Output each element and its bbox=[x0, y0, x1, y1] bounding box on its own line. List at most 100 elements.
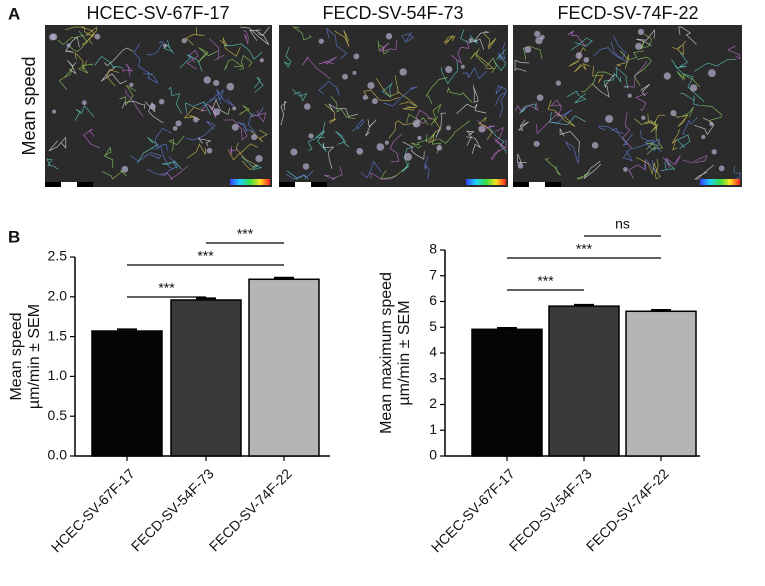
error-bar bbox=[274, 276, 294, 280]
cell bbox=[172, 125, 178, 131]
cell bbox=[711, 149, 717, 155]
cell-track bbox=[644, 139, 657, 152]
cell-track bbox=[323, 142, 335, 169]
cell-track bbox=[473, 31, 490, 50]
cell bbox=[701, 134, 706, 140]
cell-track bbox=[224, 59, 244, 71]
significance-label: ns bbox=[615, 216, 630, 232]
cell-track bbox=[427, 117, 442, 144]
y-tick-label: 2.0 bbox=[48, 288, 68, 304]
cell-track bbox=[576, 172, 590, 180]
cell-track bbox=[475, 50, 497, 73]
cell-track bbox=[580, 71, 614, 92]
cell bbox=[641, 115, 646, 121]
cell-track bbox=[682, 116, 698, 136]
cell bbox=[129, 82, 134, 87]
cell-track bbox=[200, 103, 217, 119]
cell-track bbox=[103, 146, 114, 169]
cell bbox=[384, 140, 389, 145]
cell bbox=[352, 70, 357, 75]
cell-track bbox=[567, 90, 587, 104]
cell bbox=[709, 121, 714, 127]
cell-track bbox=[615, 66, 629, 89]
cell bbox=[318, 38, 324, 44]
cell-track bbox=[249, 26, 270, 41]
cell bbox=[231, 123, 239, 131]
cell bbox=[251, 133, 258, 141]
x-tick-label: FECD-SV-74F-22 bbox=[206, 465, 295, 554]
scale-bar bbox=[295, 182, 311, 187]
cell-track bbox=[216, 89, 234, 107]
significance-label: *** bbox=[197, 248, 214, 264]
cell bbox=[94, 33, 101, 40]
cell-track bbox=[330, 95, 356, 120]
cell-track bbox=[456, 103, 487, 114]
cell-track bbox=[495, 84, 507, 95]
cell-track bbox=[676, 71, 701, 88]
cell bbox=[226, 82, 235, 91]
cell-track bbox=[285, 170, 314, 180]
bar bbox=[471, 328, 543, 457]
cell bbox=[478, 125, 486, 133]
cell-track bbox=[94, 55, 123, 69]
cell bbox=[367, 81, 375, 90]
cell-track bbox=[48, 136, 67, 152]
cell-track bbox=[517, 119, 529, 131]
cell-track bbox=[515, 102, 539, 112]
cell-track bbox=[497, 42, 506, 61]
cell bbox=[193, 116, 199, 123]
cell-track bbox=[573, 63, 591, 73]
cell-track bbox=[377, 40, 390, 55]
cell-track bbox=[151, 146, 175, 170]
error-bar bbox=[574, 303, 594, 307]
cell-track bbox=[334, 29, 350, 47]
cell-track bbox=[460, 29, 478, 44]
cell-track bbox=[610, 127, 633, 146]
cell bbox=[623, 167, 628, 172]
cell-track bbox=[693, 117, 715, 136]
cell-track bbox=[292, 89, 308, 102]
cell-track bbox=[163, 39, 175, 54]
cell bbox=[605, 114, 614, 123]
cell-track bbox=[430, 103, 442, 126]
cell-track bbox=[183, 106, 205, 121]
cell-track bbox=[185, 120, 216, 141]
y-axis-label: Mean speed bbox=[8, 312, 25, 400]
cell-track bbox=[186, 143, 206, 159]
scale-bar bbox=[61, 182, 77, 187]
cell-track bbox=[410, 139, 428, 149]
cell-track bbox=[678, 26, 697, 45]
cell-track bbox=[415, 109, 432, 124]
error-bar bbox=[651, 308, 671, 312]
cell-track bbox=[662, 155, 681, 168]
cell bbox=[149, 103, 156, 110]
panel-label: A bbox=[8, 4, 20, 23]
cell-track bbox=[483, 33, 497, 50]
cell bbox=[353, 53, 360, 60]
cell-track bbox=[224, 43, 263, 60]
y-tick-label: 1 bbox=[429, 421, 437, 437]
color-scale bbox=[700, 179, 740, 185]
cell-track bbox=[235, 142, 257, 171]
cell bbox=[417, 135, 422, 141]
cell bbox=[66, 43, 71, 48]
cell bbox=[524, 46, 532, 53]
significance-label: *** bbox=[158, 280, 175, 296]
cell bbox=[181, 37, 187, 44]
cell bbox=[81, 100, 87, 106]
cell-track bbox=[424, 156, 430, 179]
scale-bar bbox=[529, 182, 545, 187]
cell-track bbox=[100, 67, 128, 85]
y-tick-label: 0 bbox=[429, 447, 437, 463]
cell-track bbox=[694, 59, 737, 72]
y-tick-label: 8 bbox=[429, 241, 437, 257]
cell-track bbox=[249, 110, 267, 123]
cell-track bbox=[78, 63, 94, 74]
column-title: FECD-SV-74F-22 bbox=[557, 3, 698, 23]
cell-track bbox=[401, 31, 415, 44]
cell-track bbox=[514, 59, 530, 72]
cell-track bbox=[634, 114, 666, 126]
x-tick-label: FECD-SV-74F-22 bbox=[583, 465, 672, 554]
cell bbox=[342, 73, 348, 80]
